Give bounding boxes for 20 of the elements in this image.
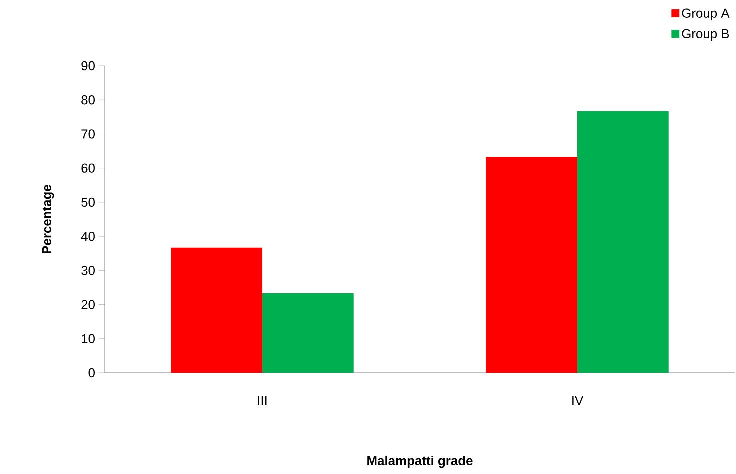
bar bbox=[262, 294, 354, 373]
y-tick-label: 0 bbox=[88, 368, 95, 378]
y-tick-label: 10 bbox=[82, 334, 95, 344]
y-tick-label: 20 bbox=[82, 300, 95, 310]
y-tick-label: 50 bbox=[82, 198, 95, 208]
y-tick-label: 30 bbox=[82, 266, 95, 276]
y-tick-label: 40 bbox=[81, 232, 95, 242]
y-tick-label: 70 bbox=[82, 130, 95, 139]
y-tick-label: 80 bbox=[82, 96, 95, 105]
bar bbox=[171, 248, 263, 373]
y-axis-title: Percentage bbox=[42, 185, 54, 254]
x-tick-label: III bbox=[258, 396, 267, 406]
x-tick-label: IV bbox=[572, 396, 584, 406]
x-axis-title: Malampatti grade bbox=[368, 456, 473, 468]
y-tick-label: 90 bbox=[82, 61, 95, 71]
y-tick-label: 60 bbox=[82, 164, 95, 173]
legend-label: Group A bbox=[682, 8, 730, 21]
bar bbox=[486, 157, 578, 373]
legend-label: Group B bbox=[682, 29, 730, 42]
bar bbox=[578, 111, 669, 373]
